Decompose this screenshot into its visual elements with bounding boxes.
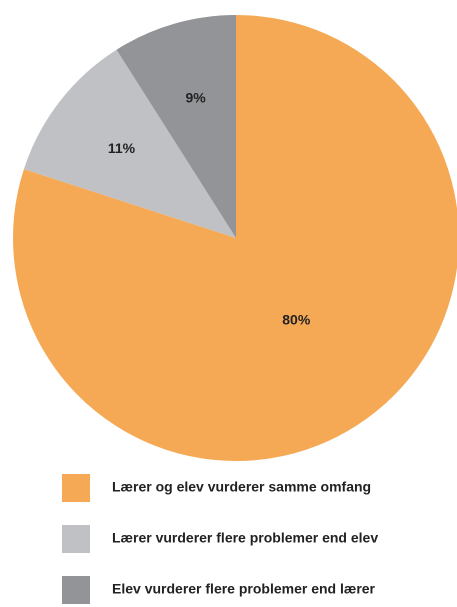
legend-label: Lærer og elev vurderer samme omfang xyxy=(112,479,371,495)
legend-label: Lærer vurderer flere problemer end elev xyxy=(112,530,378,546)
legend-swatch xyxy=(62,474,90,502)
legend-swatch xyxy=(62,525,90,553)
legend-label: Elev vurderer flere problemer end lærer xyxy=(112,581,376,597)
slice-label: 11% xyxy=(108,140,136,156)
pie-slice xyxy=(13,15,457,461)
legend-swatch xyxy=(62,576,90,604)
pie-slice xyxy=(23,49,236,238)
slice-label: 80% xyxy=(282,312,311,328)
slice-label: 9% xyxy=(185,90,206,106)
pie-slice xyxy=(116,15,236,238)
